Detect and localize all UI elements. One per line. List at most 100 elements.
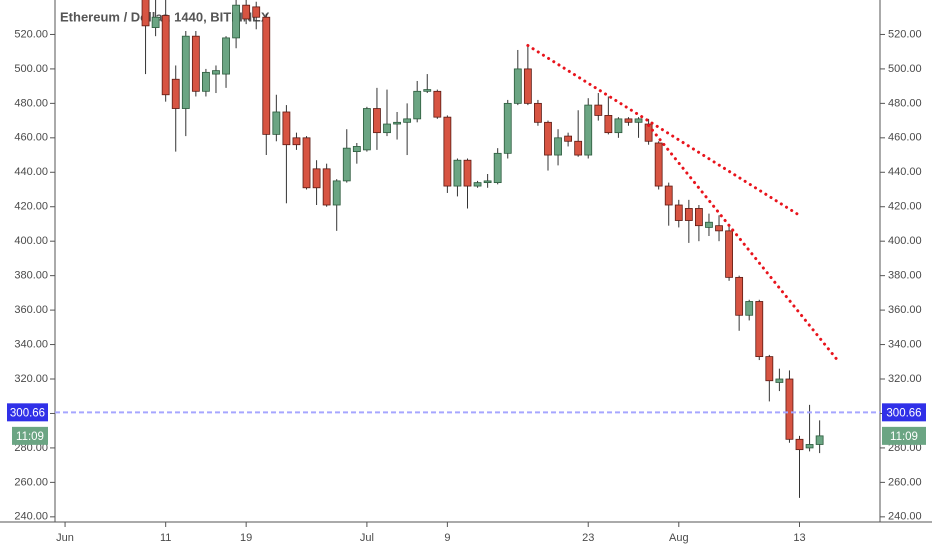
candle-body bbox=[373, 108, 381, 134]
y-tick-label-left: 360.00 bbox=[14, 304, 48, 316]
y-tick-label-right: 320.00 bbox=[888, 373, 922, 385]
candle-body bbox=[654, 142, 663, 187]
candle-body bbox=[684, 208, 693, 221]
y-tick-label-left: 440.00 bbox=[14, 166, 48, 178]
y-tick-label-left: 260.00 bbox=[14, 476, 48, 488]
y-tick-label-right: 240.00 bbox=[888, 511, 922, 523]
candle-body bbox=[252, 6, 261, 18]
candle-body bbox=[594, 104, 603, 116]
candle-body bbox=[342, 147, 351, 182]
candle-body bbox=[413, 90, 422, 120]
candle-body bbox=[725, 230, 733, 278]
countdown-tag bbox=[882, 426, 926, 445]
price-tag bbox=[882, 403, 926, 422]
candle-body bbox=[715, 225, 723, 232]
candle-body bbox=[423, 89, 432, 92]
y-tick-label-left: 520.00 bbox=[14, 28, 48, 40]
y-tick-label-left: 380.00 bbox=[14, 270, 48, 282]
candle-body bbox=[232, 4, 240, 39]
candle-body bbox=[493, 152, 502, 184]
candle-body bbox=[222, 37, 230, 75]
candle-body bbox=[352, 146, 361, 153]
candle-body bbox=[755, 301, 764, 358]
candle-body bbox=[141, 0, 150, 27]
candle-body bbox=[795, 438, 804, 451]
candle-body bbox=[212, 70, 220, 75]
candle-body bbox=[564, 135, 573, 142]
candle-body bbox=[705, 221, 713, 228]
countdown-label: 11:09 bbox=[16, 431, 44, 443]
y-tick-label-right: 340.00 bbox=[888, 338, 922, 350]
candle-body bbox=[523, 68, 532, 104]
x-tick-label: Jul bbox=[360, 532, 374, 544]
y-tick-label-left: 480.00 bbox=[14, 97, 48, 109]
y-tick-label-left: 500.00 bbox=[14, 63, 48, 75]
candle-body bbox=[765, 356, 774, 382]
candle-body bbox=[453, 159, 462, 187]
candle-body bbox=[503, 102, 512, 154]
candle-body bbox=[735, 276, 744, 316]
y-tick-label-right: 360.00 bbox=[888, 304, 922, 316]
candle-body bbox=[624, 118, 633, 123]
candle-body bbox=[302, 137, 311, 189]
candle-body bbox=[312, 168, 321, 189]
candle-body bbox=[262, 16, 271, 135]
y-tick-label-left: 340.00 bbox=[14, 338, 48, 350]
y-tick-label-right: 460.00 bbox=[888, 132, 922, 144]
candle-body bbox=[202, 71, 210, 92]
x-tick-label: 13 bbox=[793, 532, 805, 544]
candle-body bbox=[574, 140, 583, 156]
candle-body bbox=[151, 16, 160, 28]
trendline bbox=[647, 123, 842, 365]
y-tick-label-right: 420.00 bbox=[888, 201, 922, 213]
trendline bbox=[526, 43, 802, 217]
y-tick-label-right: 440.00 bbox=[888, 166, 922, 178]
candle-body bbox=[181, 35, 190, 109]
price-tag bbox=[7, 403, 48, 422]
x-tick-label: Aug bbox=[669, 532, 689, 544]
candle-body bbox=[674, 204, 683, 221]
candle-body bbox=[483, 180, 492, 184]
candle-body bbox=[292, 137, 301, 146]
y-tick-label-right: 520.00 bbox=[888, 28, 922, 40]
candle-body bbox=[534, 102, 542, 123]
candle-body bbox=[383, 123, 391, 134]
countdown-tag bbox=[12, 426, 48, 445]
candle-body bbox=[332, 180, 341, 206]
candle-body bbox=[403, 118, 412, 123]
candle-body bbox=[463, 159, 472, 187]
candle-body bbox=[393, 121, 401, 125]
candle-body bbox=[584, 104, 593, 156]
y-tick-label-left: 420.00 bbox=[14, 201, 48, 213]
candle-body bbox=[191, 35, 200, 92]
x-tick-label: 11 bbox=[160, 532, 171, 544]
candle-body bbox=[614, 118, 623, 134]
candle-body bbox=[815, 435, 824, 445]
candle-body bbox=[554, 137, 562, 156]
candle-body bbox=[322, 168, 331, 206]
candle-body bbox=[362, 108, 371, 151]
x-tick-label: Jun bbox=[56, 532, 74, 544]
candle-body bbox=[282, 111, 291, 146]
candle-body bbox=[473, 182, 482, 187]
y-tick-label-left: 240.00 bbox=[14, 511, 48, 523]
candle-body bbox=[433, 90, 442, 118]
candle-body bbox=[443, 116, 452, 187]
candle-body bbox=[775, 378, 784, 383]
candle-body bbox=[513, 68, 522, 104]
candle-body bbox=[695, 208, 703, 227]
plot-area bbox=[141, 0, 842, 498]
candle-body bbox=[634, 118, 643, 123]
price-tag-label: 300.66 bbox=[10, 407, 45, 419]
x-tick-label: 9 bbox=[444, 532, 450, 544]
candle-body bbox=[745, 301, 754, 316]
countdown-label: 11:09 bbox=[890, 431, 918, 443]
y-tick-label-left: 320.00 bbox=[14, 373, 48, 385]
candle-body bbox=[785, 378, 794, 440]
x-tick-label: 23 bbox=[582, 532, 594, 544]
candle-body bbox=[544, 121, 552, 156]
candle-body bbox=[171, 78, 180, 109]
y-tick-label-left: 460.00 bbox=[14, 132, 48, 144]
